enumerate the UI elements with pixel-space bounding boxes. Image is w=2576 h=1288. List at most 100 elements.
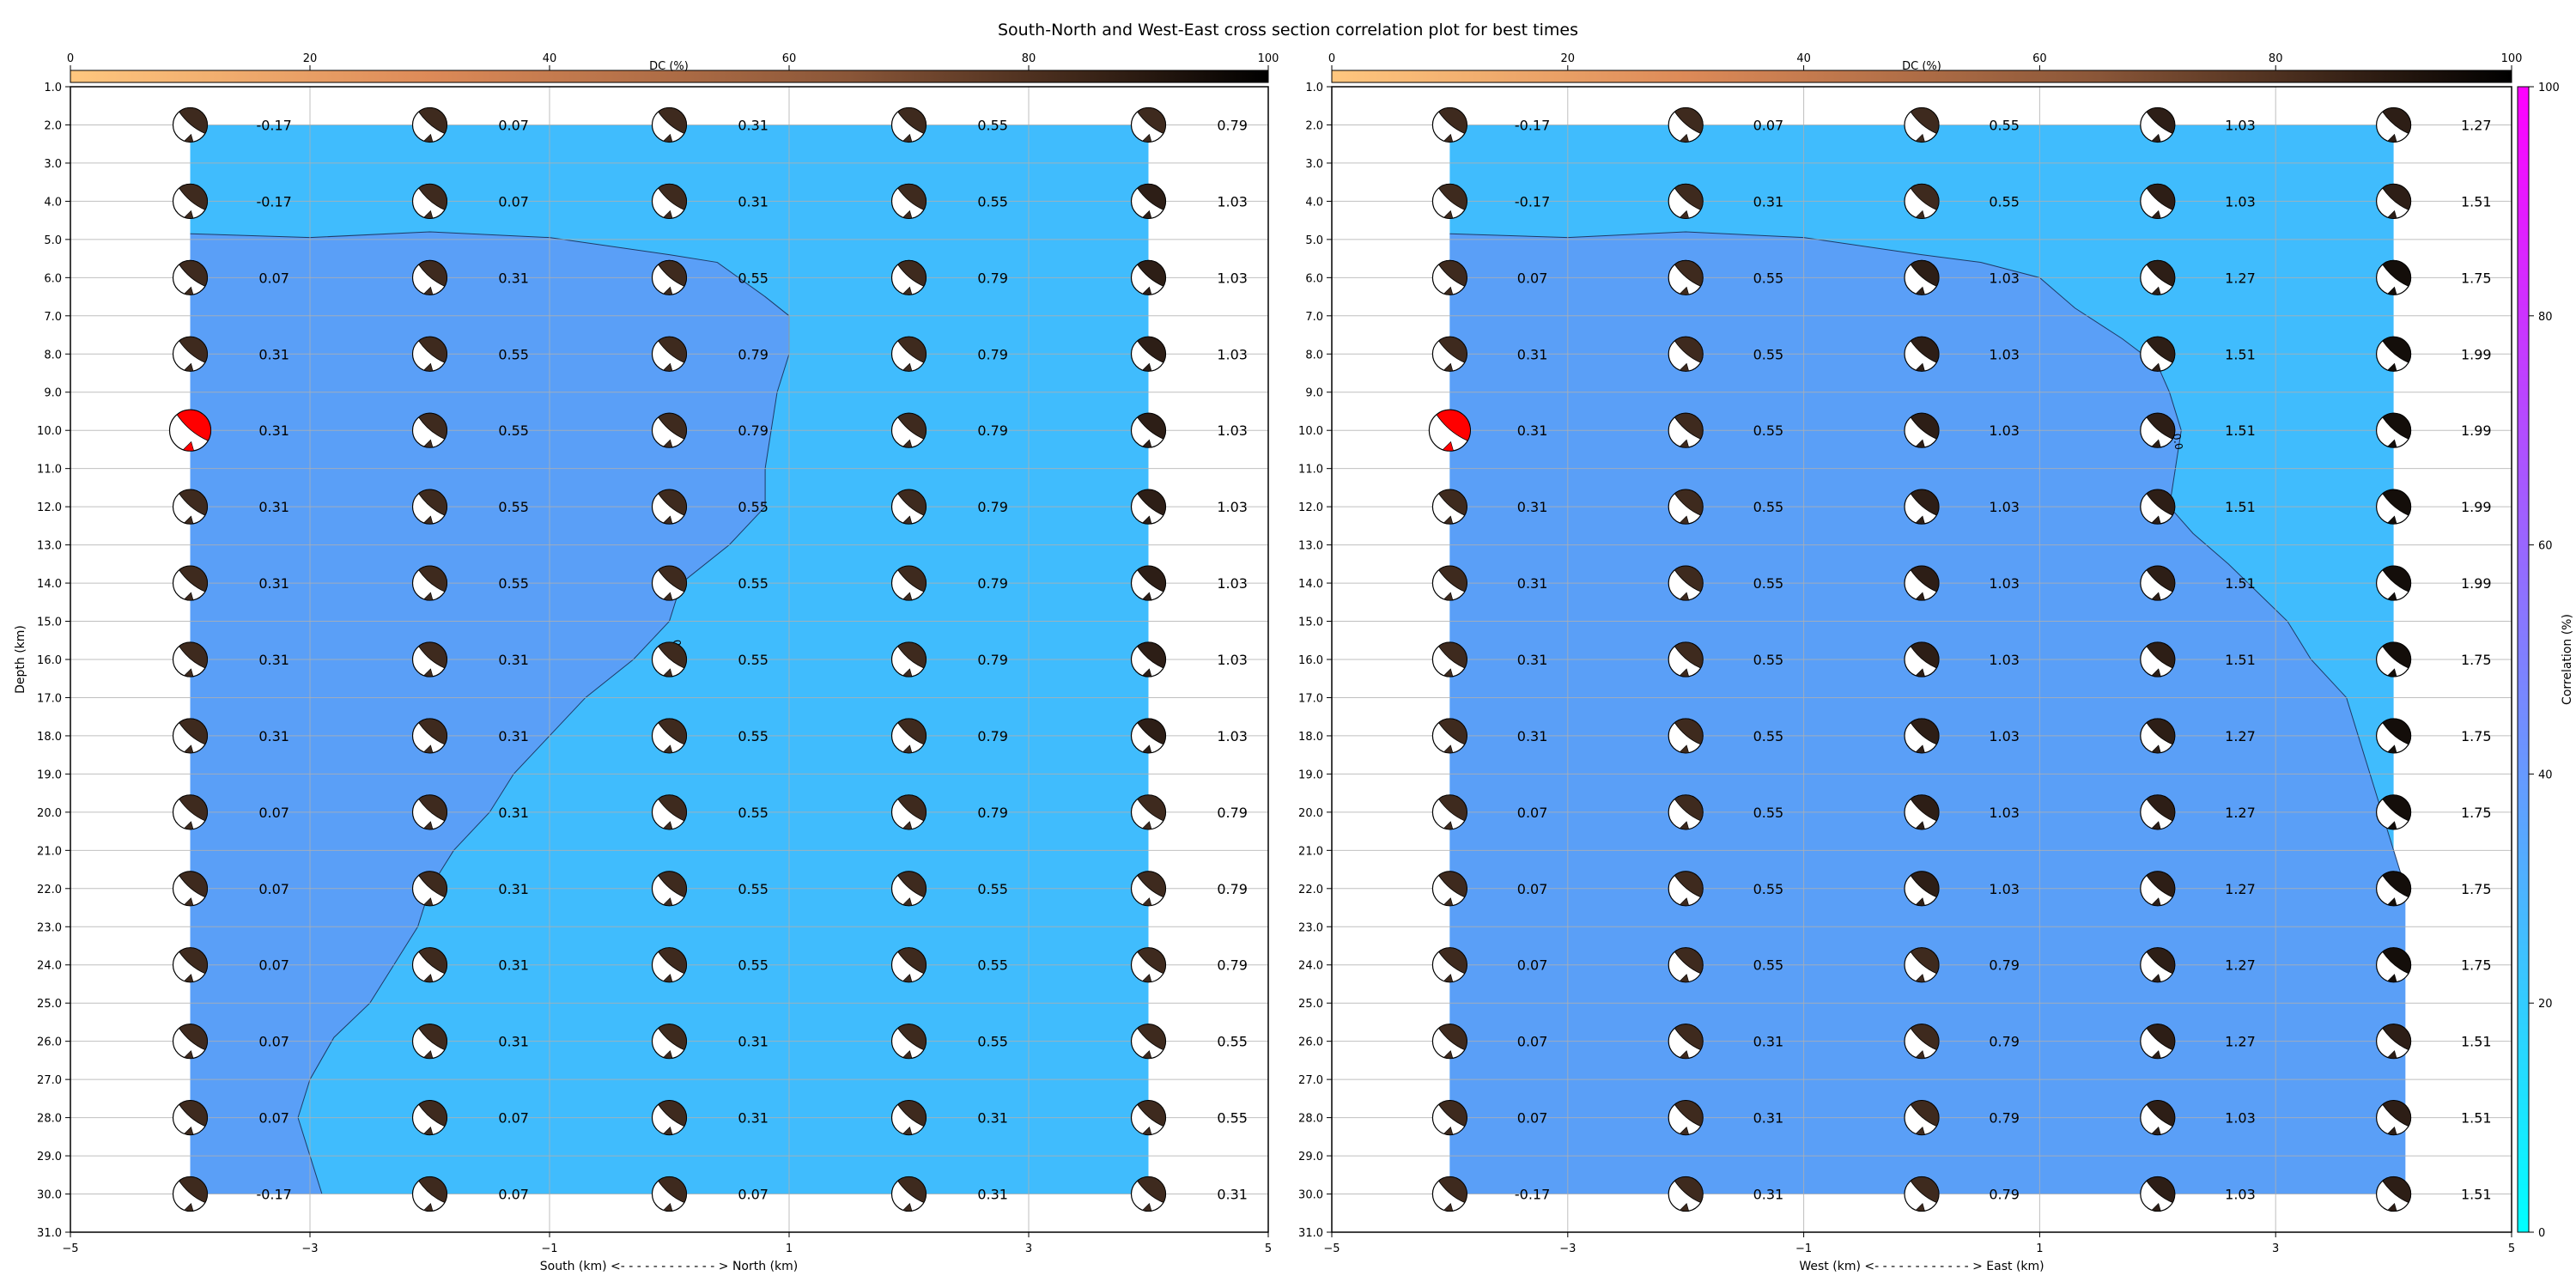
beachball-lower-wedge [2387,210,2397,219]
value-label: 0.31 [498,881,529,897]
beachball-lower-wedge [1915,1202,1925,1212]
y-tick-label: 29.0 [1298,1151,1323,1163]
dc-colorbar-left-label: DC (%) [649,60,689,73]
value-label: 0.55 [1217,1110,1248,1127]
y-tick-label: 4.0 [44,196,62,209]
beachball-compression-quadrant [897,947,927,975]
beachball-lower-wedge [1142,362,1152,372]
beachball [890,565,927,601]
beachball-compression-quadrant [2146,947,2176,975]
beachball-lower-wedge [902,1202,913,1212]
beachball [2376,1024,2412,1060]
beachball-lower-wedge [184,974,194,983]
value-label: 1.51 [2225,422,2256,439]
beachball [172,565,209,601]
beachball-lower-wedge [423,362,434,372]
beachball-lower-wedge [2387,133,2397,143]
beachball-lower-wedge [2387,821,2397,830]
beachball-compression-quadrant [1674,641,1704,669]
beachball-compression-quadrant [2146,794,2176,822]
beachball [2376,106,2412,143]
y-tick-label: 3.0 [1305,158,1323,171]
beachball [1904,794,1940,830]
x-tick-label: −5 [1323,1242,1340,1255]
value-label: 0.31 [1517,652,1548,668]
beachball-lower-wedge [2387,897,2397,907]
beachball-compression-quadrant [658,1176,687,1204]
y-tick-label: 5.0 [44,234,62,247]
beachball-lower-wedge [423,668,434,677]
y-tick-label: 8.0 [1305,349,1323,361]
x-tick-label: −3 [1559,1242,1576,1255]
y-tick-label: 11.0 [37,464,62,477]
value-label: 1.03 [1989,728,2020,744]
beachball-compression-quadrant [2146,1024,2176,1051]
beachball-lower-wedge [1679,1050,1690,1059]
beachball-lower-wedge [184,821,194,830]
beachball [651,1099,688,1136]
beachball-compression-quadrant [658,489,687,516]
x-tick-label: −5 [62,1242,78,1255]
beachball-compression-quadrant [2382,184,2411,210]
beachball-compression-quadrant [897,1100,927,1127]
beachball-compression-quadrant [1436,409,1471,441]
value-label: 0.55 [498,422,529,439]
beachball-lower-wedge [663,286,673,295]
beachball [1904,259,1940,295]
beachball [651,871,688,907]
beachball-compression-quadrant [1674,1176,1704,1204]
dc-colorbar-left-ticks: 0 20 40 60 80 100 [67,52,1279,70]
beachball-compression-quadrant [897,871,927,898]
value-label: 1.75 [2461,652,2492,668]
dc-tick-label: 100 [2501,52,2523,65]
value-label: 0.55 [1753,652,1784,668]
beachball-compression-quadrant [1910,641,1940,669]
beachball-lower-wedge [902,668,913,677]
beachball [890,183,927,219]
y-tick-label: 4.0 [1305,196,1323,209]
y-tick-label: 2.0 [1305,119,1323,132]
beachball [1904,489,1940,525]
beachball-compression-quadrant [1674,489,1704,516]
beachball-lower-wedge [2151,897,2161,907]
beachball-lower-wedge [2151,210,2161,219]
y-tick-label: 22.0 [1298,884,1323,896]
value-label: 0.79 [1217,881,1248,897]
beachball-compression-quadrant [1438,871,1467,898]
beachball [1130,1099,1167,1136]
beachball-compression-quadrant [658,871,687,898]
south-north-value-labels: -0.17 0.07 0.31 0.55 0.79 -0.17 0.07 0.31 0.55 1.… [256,117,1248,1202]
beachball-compression-quadrant [658,794,687,822]
beachball-compression-quadrant [418,718,447,745]
beachball-lower-wedge [663,1127,673,1135]
beachball-lower-wedge [2387,1202,2397,1212]
beachball [2140,1024,2176,1060]
dc-tick-label: 40 [1796,52,1811,65]
beachball [651,641,688,677]
beachball-compression-quadrant [418,489,447,516]
y-tick-label: 18.0 [37,731,62,744]
beachball [1130,947,1167,983]
beachball-lower-wedge [1442,440,1454,452]
value-label: 1.03 [1989,422,2020,439]
beachball [651,718,688,754]
beachball-compression-quadrant [1910,565,1940,592]
value-label: 1.51 [2461,1110,2492,1127]
beachball-lower-wedge [2387,974,2397,983]
beachball-lower-wedge [1142,974,1152,983]
beachball-compression-quadrant [897,1176,927,1204]
y-tick-label: 3.0 [44,158,62,171]
beachball-lower-wedge [2387,1127,2397,1135]
beachball-compression-quadrant [418,947,447,975]
beachball [172,336,209,372]
beachball-lower-wedge [2151,439,2161,448]
value-label: 1.03 [1989,881,2020,897]
y-tick-label: 9.0 [44,387,62,400]
beachball [1668,336,1704,372]
beachball-lower-wedge [2387,592,2397,601]
beachball-compression-quadrant [1910,412,1940,440]
west-east-axes: 1.02.03.04.05.06.07.08.09.010.011.012.01… [1298,82,2515,1255]
beachball-compression-quadrant [179,184,208,210]
y-tick-label: 29.0 [37,1151,62,1163]
y-tick-label: 11.0 [1298,464,1323,477]
